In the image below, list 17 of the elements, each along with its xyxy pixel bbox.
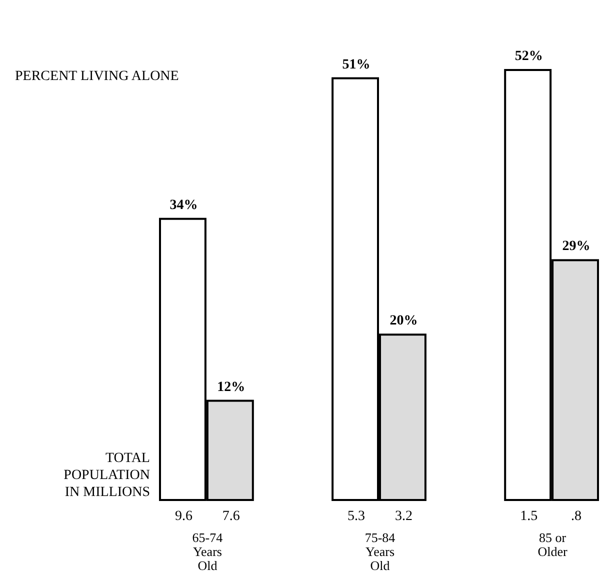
- data-label: 20%: [390, 314, 418, 329]
- data-label: 51%: [342, 57, 370, 72]
- text: 3.2: [394, 509, 412, 524]
- data-label: 12%: [217, 380, 246, 395]
- annotation: TOTAL POPULATION IN MILLIONS: [64, 451, 150, 500]
- text: 7.6: [222, 509, 240, 524]
- text: .8: [571, 509, 582, 524]
- text: 1.5: [520, 509, 538, 524]
- text: 5.3: [348, 509, 366, 524]
- data-label: 29%: [562, 239, 590, 254]
- text: 9.6: [174, 509, 192, 524]
- data-label: 34%: [170, 198, 198, 213]
- x-tick-label: 75-84 Years Old: [364, 530, 396, 573]
- data-label: 52%: [514, 49, 543, 64]
- annotation: PERCENT LIVING ALONE: [15, 69, 179, 84]
- x-tick-label: 85 or Older: [538, 530, 568, 559]
- x-tick-label: 65-74 Years Old: [192, 530, 224, 573]
